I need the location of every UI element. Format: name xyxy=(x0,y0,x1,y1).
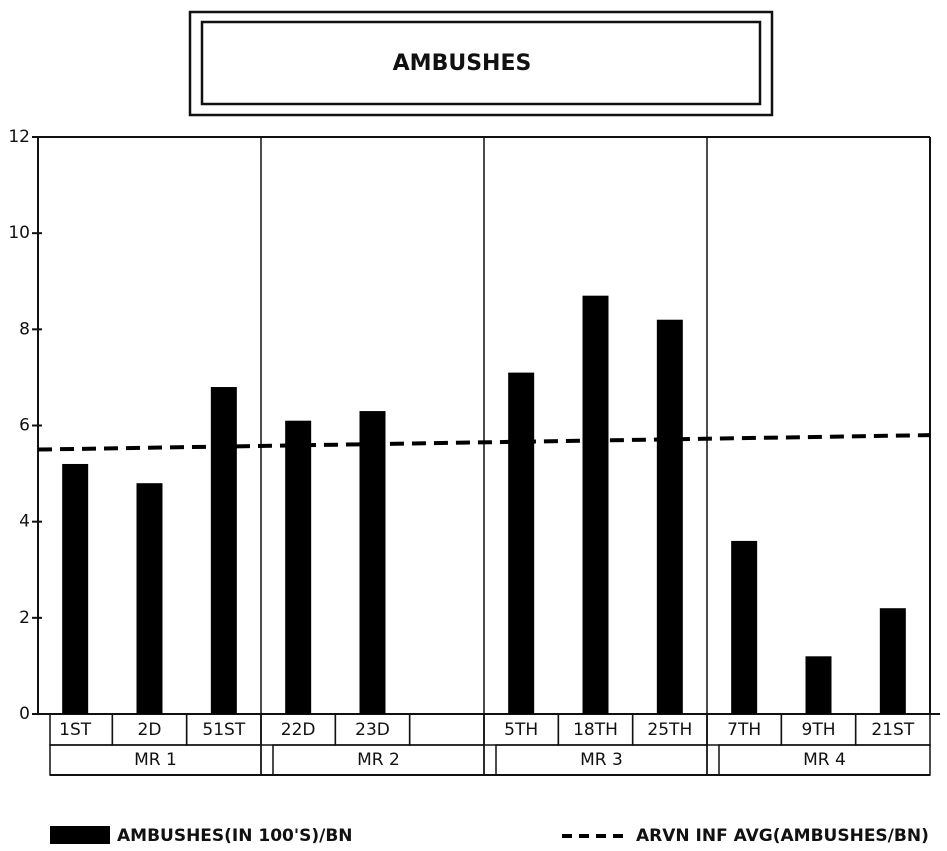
legend-swatch xyxy=(50,826,110,844)
x-tick-label: 18TH xyxy=(573,720,618,740)
x-tick-label: 1ST xyxy=(59,720,92,740)
average-line xyxy=(37,433,931,452)
x-tick-label: 25TH xyxy=(647,720,692,740)
y-tick-label: 0 xyxy=(19,704,30,724)
x-tick-label: 21ST xyxy=(871,720,914,740)
group-label: MR 1 xyxy=(134,750,177,770)
y-tick-label: 12 xyxy=(8,127,30,147)
bar xyxy=(805,656,832,714)
legend-label: AMBUSHES(IN 100'S)/BN xyxy=(117,826,353,846)
category-box xyxy=(408,713,485,746)
bar xyxy=(879,608,906,714)
bar xyxy=(136,483,163,714)
bar xyxy=(210,387,237,714)
bar xyxy=(62,463,89,714)
x-tick-label: 2D xyxy=(138,720,162,740)
bar xyxy=(656,319,683,714)
y-tick-label: 6 xyxy=(19,416,30,436)
title-box-inner xyxy=(200,20,762,106)
x-tick-label: 7TH xyxy=(727,720,761,740)
y-tick-label: 8 xyxy=(19,319,30,339)
legend-label: ARVN INF AVG(AMBUSHES/BN) xyxy=(636,826,929,846)
x-tick-label: 9TH xyxy=(802,720,836,740)
group-label: MR 4 xyxy=(803,750,846,770)
bar xyxy=(285,420,312,714)
y-tick-label: 2 xyxy=(19,608,30,628)
bar xyxy=(731,540,758,714)
title-box-outer xyxy=(188,10,774,117)
group-label: MR 2 xyxy=(357,750,400,770)
y-tick-label: 10 xyxy=(8,223,30,243)
bar xyxy=(359,411,386,714)
chart-title: AMBUSHES xyxy=(393,51,532,76)
bar xyxy=(508,372,535,714)
x-tick-label: 51ST xyxy=(202,720,245,740)
x-tick-label: 23D xyxy=(355,720,390,740)
y-tick-label: 4 xyxy=(19,512,30,532)
group-label: MR 3 xyxy=(580,750,623,770)
x-tick-label: 22D xyxy=(281,720,316,740)
x-tick-label: 5TH xyxy=(504,720,538,740)
bar xyxy=(582,295,609,714)
